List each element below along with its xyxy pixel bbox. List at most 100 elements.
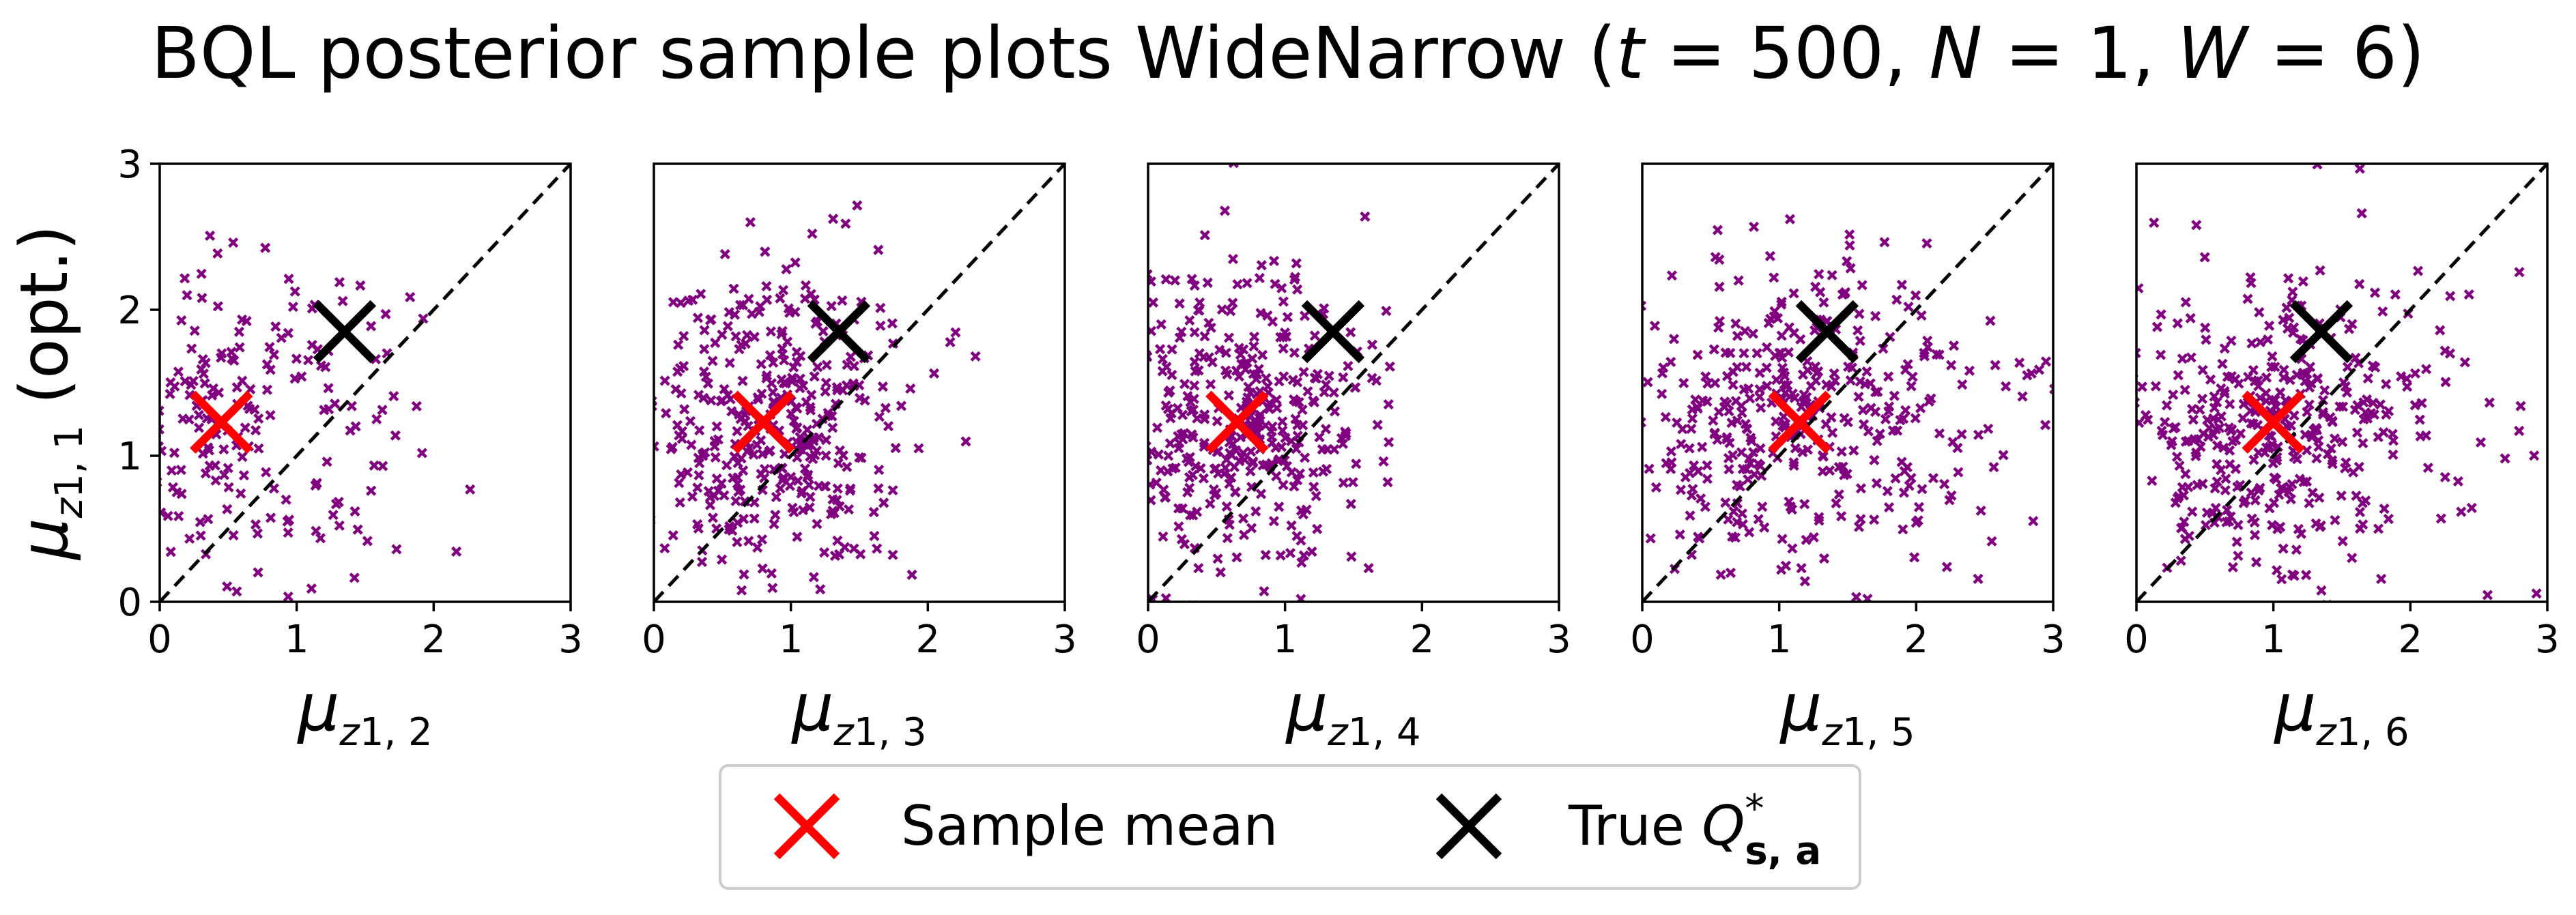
sample-point (820, 377, 831, 388)
sample-point (167, 482, 179, 493)
sample-point (123, 385, 131, 393)
sample-point (1687, 404, 1698, 415)
sample-point (465, 484, 476, 495)
sample-point (2463, 289, 2474, 300)
x-tick-label: 3 (1547, 618, 1571, 662)
x-tick-label: 1 (1273, 618, 1298, 662)
sample-point (704, 492, 716, 503)
sample-point (391, 544, 402, 555)
sample-point (1175, 616, 1183, 624)
sample-point (1649, 320, 1661, 332)
sample-point (2358, 519, 2369, 530)
sample-point (2226, 335, 2237, 347)
sample-point (2216, 383, 2227, 394)
sample-point (85, 381, 93, 390)
sample-point (234, 342, 245, 353)
sample-point (296, 371, 307, 382)
sample-point (1320, 424, 1332, 435)
sample-point (283, 274, 294, 285)
sample-point (1702, 460, 1713, 471)
sample-point (736, 453, 747, 464)
sample-point (2281, 302, 2292, 313)
sample-point (1631, 370, 1640, 378)
sample-point (237, 451, 248, 463)
sample-point (197, 293, 207, 304)
sample-point (1661, 458, 1672, 469)
sample-point (627, 469, 635, 477)
sample-point (2272, 523, 2283, 534)
sample-point (334, 520, 345, 531)
sample-point (1250, 506, 1261, 517)
sample-point (2250, 495, 2261, 506)
sample-point (2261, 395, 2272, 407)
sample-point (928, 368, 940, 379)
sample-point (767, 583, 778, 594)
sample-point (1306, 546, 1317, 557)
sample-point (1697, 441, 1708, 452)
sample-point (1715, 569, 1726, 580)
sample-point (1271, 394, 1282, 405)
sample-point (355, 280, 366, 291)
sample-point (1776, 296, 1787, 307)
sample-point (112, 526, 120, 534)
sample-point (1329, 406, 1341, 417)
sample-point (1827, 427, 1838, 438)
sample-point (1736, 401, 1747, 411)
sample-point (1826, 381, 1837, 392)
sample-point (787, 373, 798, 383)
sample-point (1246, 446, 1257, 457)
sample-point (2190, 450, 2201, 462)
sample-point (2233, 519, 2244, 530)
sample-point (2288, 322, 2300, 333)
sample-point (1779, 379, 1790, 390)
sample-point (1769, 272, 1779, 283)
sample-point (2187, 506, 2198, 517)
sample-point (180, 273, 190, 284)
sample-point (350, 421, 361, 432)
sample-point (210, 475, 221, 486)
sample-point (2179, 384, 2190, 395)
sample-point (1689, 460, 1700, 471)
sample-point (2319, 385, 2330, 396)
sample-point (2033, 364, 2045, 375)
sample-point (1189, 280, 1200, 291)
sample-point (96, 429, 104, 437)
sample-point (820, 386, 831, 397)
sample-point (804, 502, 815, 513)
sample-point (868, 506, 879, 518)
sample-point (2040, 420, 2051, 431)
sample-point (1629, 406, 1637, 414)
sample-point (970, 351, 981, 362)
sample-point (1891, 294, 1902, 305)
sample-point (607, 412, 615, 420)
sample-point (2341, 387, 2353, 398)
sample-point (1852, 605, 1860, 613)
sample-point (1205, 498, 1216, 509)
sample-point (679, 404, 690, 415)
sample-point (1910, 413, 1921, 424)
sample-point (1186, 274, 1197, 285)
sample-point (1274, 454, 1285, 465)
sample-point (1277, 425, 1288, 436)
sample-point (1151, 477, 1162, 489)
sample-mean-marker (2242, 390, 2305, 454)
axes-frame (2135, 162, 2549, 603)
sample-point (2017, 391, 2028, 402)
sample-point (765, 326, 777, 337)
sample-point (2261, 372, 2272, 383)
sample-point (1721, 371, 1733, 381)
sample-point (204, 230, 216, 242)
sample-point (1755, 443, 1766, 454)
sample-point (743, 293, 754, 304)
sample-point (1907, 371, 1918, 382)
sample-point (1749, 469, 1760, 480)
sample-point (1956, 429, 1967, 440)
sample-point (2275, 387, 2286, 398)
sample-point (160, 424, 164, 435)
sample-point (250, 519, 261, 530)
sample-point (1660, 411, 1671, 422)
sample-point (1215, 567, 1226, 578)
sample-point (2338, 377, 2349, 388)
sample-point (674, 478, 685, 489)
sample-point (1224, 437, 1235, 448)
